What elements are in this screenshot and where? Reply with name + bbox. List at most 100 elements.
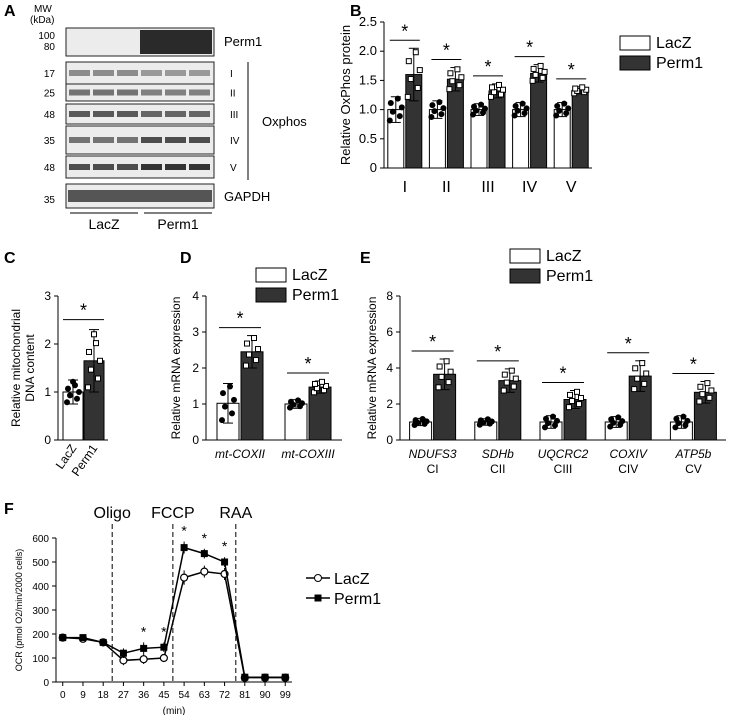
- y-tick-label: 100: [32, 654, 49, 665]
- oxphos-band-ii-lane: [165, 89, 186, 96]
- oxphos-band-ii-lane: [93, 89, 114, 96]
- gapdh-band: [68, 190, 212, 202]
- category-sublabel-ciii: CIII: [554, 462, 573, 476]
- data-point-lacz: [67, 392, 73, 399]
- data-point-perm1: [631, 386, 638, 393]
- data-point-lacz: [70, 378, 76, 385]
- x-tick-label: 99: [280, 690, 292, 701]
- legend-swatch-perm1: [509, 268, 541, 284]
- data-point-perm1: [566, 404, 572, 411]
- oxphos-complex-label: II: [230, 89, 236, 100]
- legend-label-perm1: Perm1: [656, 55, 703, 72]
- data-point-perm1: [578, 394, 584, 401]
- data-point-lacz: [419, 415, 426, 422]
- data-point-lacz: [565, 105, 572, 112]
- data-point-lacz: [65, 385, 71, 392]
- y-tick-label: 1.5: [359, 72, 377, 87]
- data-point-perm1: [251, 335, 257, 342]
- data-point-lacz: [554, 103, 561, 110]
- y-axis-label: Relative OxPhos protein: [338, 25, 353, 165]
- data-point-perm1: [496, 81, 502, 88]
- data-point-perm1: [180, 544, 188, 552]
- injection-label-fccp: FCCP: [151, 505, 195, 522]
- legend-label-perm1: Perm1: [334, 591, 381, 608]
- data-point-perm1: [59, 634, 67, 642]
- data-point-perm1: [95, 375, 101, 382]
- y-tick-label: 0: [370, 160, 377, 175]
- y-tick-label: 200: [32, 630, 49, 641]
- significance-mark: *: [236, 309, 243, 329]
- legend-label-perm1: Perm1: [292, 287, 339, 304]
- oxphos-band-i-lane: [93, 70, 114, 76]
- data-point-lacz: [550, 413, 556, 420]
- significance-mark: *: [625, 334, 632, 354]
- data-point-lacz: [229, 410, 235, 417]
- data-point-perm1: [86, 348, 92, 355]
- data-point-lacz: [412, 417, 419, 424]
- oxphos-band-iv-lane: [93, 137, 114, 143]
- mw-gapdh: 35: [44, 195, 56, 206]
- category-label-sdhb: SDHb: [482, 447, 514, 461]
- y-tick-label: 8: [386, 289, 393, 303]
- data-point-perm1: [246, 351, 252, 358]
- category-label-mt-coxii: mt-COXII: [215, 447, 266, 461]
- panel-label-c: C: [4, 250, 16, 267]
- data-point-perm1: [241, 673, 249, 681]
- significance-mark: *: [80, 301, 87, 321]
- panel-label-b: B: [350, 3, 362, 20]
- group-label-lacz: LacZ: [88, 216, 120, 232]
- data-point-perm1: [79, 634, 87, 642]
- category-label-ndufs3: NDUFS3: [409, 447, 457, 461]
- data-point-perm1: [446, 86, 453, 93]
- data-point-lacz: [429, 102, 436, 109]
- data-point-lacz: [471, 103, 477, 110]
- data-point-perm1: [697, 383, 704, 390]
- data-point-perm1: [503, 379, 510, 386]
- data-point-lacz: [76, 389, 82, 395]
- data-point-perm1: [255, 346, 261, 353]
- y-tick-label: 2: [44, 337, 51, 351]
- oxphos-complex-label: I: [230, 69, 233, 80]
- bar-perm1-iii: [488, 90, 506, 169]
- chart-b: 0 0.5 1.0 1.5 2.0 2.5 * I * II * III * IV * V Relative O…: [338, 14, 703, 196]
- category-label-ii: II: [442, 179, 451, 196]
- chart-e: 02468*NDUFS3CI*SDHbCII*UQCRC2CIII*COXIVC…: [365, 248, 726, 476]
- chart-f: 0 100 200 300 400 500 600 0 9 18 27 36 45 54 63 72 81 90 9…: [14, 505, 381, 715]
- data-point-perm1: [539, 74, 546, 81]
- data-point-perm1: [574, 388, 580, 395]
- data-point-lacz: [543, 415, 549, 422]
- data-point-lacz: [64, 399, 70, 406]
- panel-label-f: F: [4, 501, 14, 518]
- panel-label-a: A: [4, 3, 16, 20]
- y-tick-label: 2.5: [359, 14, 377, 29]
- western-blot-panel: A MW (kDa) 100 80 Perm1 17 I 25 II 48 III 35 IV…: [4, 3, 307, 232]
- mw-iii: 48: [44, 110, 56, 121]
- data-point-perm1: [407, 76, 414, 83]
- data-point-lacz: [428, 114, 435, 121]
- data-point-perm1: [449, 78, 456, 85]
- significance-mark: *: [429, 332, 436, 352]
- legend-swatch-lacz: [255, 267, 287, 283]
- y-axis-label: Relative mRNA expression: [365, 297, 379, 440]
- oxphos-band-iv-lane: [189, 137, 210, 143]
- perm1-band: [140, 30, 212, 54]
- mw-v: 48: [44, 163, 56, 174]
- x-tick-label: 18: [98, 690, 110, 701]
- oxphos-band-iii-lane: [141, 111, 162, 117]
- y-tick-label: 300: [32, 606, 49, 617]
- oxphos-band-ii-lane: [69, 89, 90, 96]
- data-point-perm1: [641, 380, 648, 387]
- series-line-lacz: [62, 570, 286, 679]
- data-point-perm1: [579, 84, 586, 91]
- y-tick-label: 500: [32, 558, 49, 569]
- data-point-lacz: [295, 397, 301, 404]
- significance-mark: *: [181, 523, 187, 539]
- bar-lacz-iii: [470, 109, 488, 169]
- data-point-perm1: [706, 394, 713, 401]
- oxphos-band-v-lane: [69, 164, 90, 170]
- oxphos-band-i-lane: [141, 70, 162, 76]
- data-point-perm1: [634, 375, 641, 382]
- series-line-perm1: [62, 546, 286, 678]
- y-tick-label: 6: [386, 325, 393, 339]
